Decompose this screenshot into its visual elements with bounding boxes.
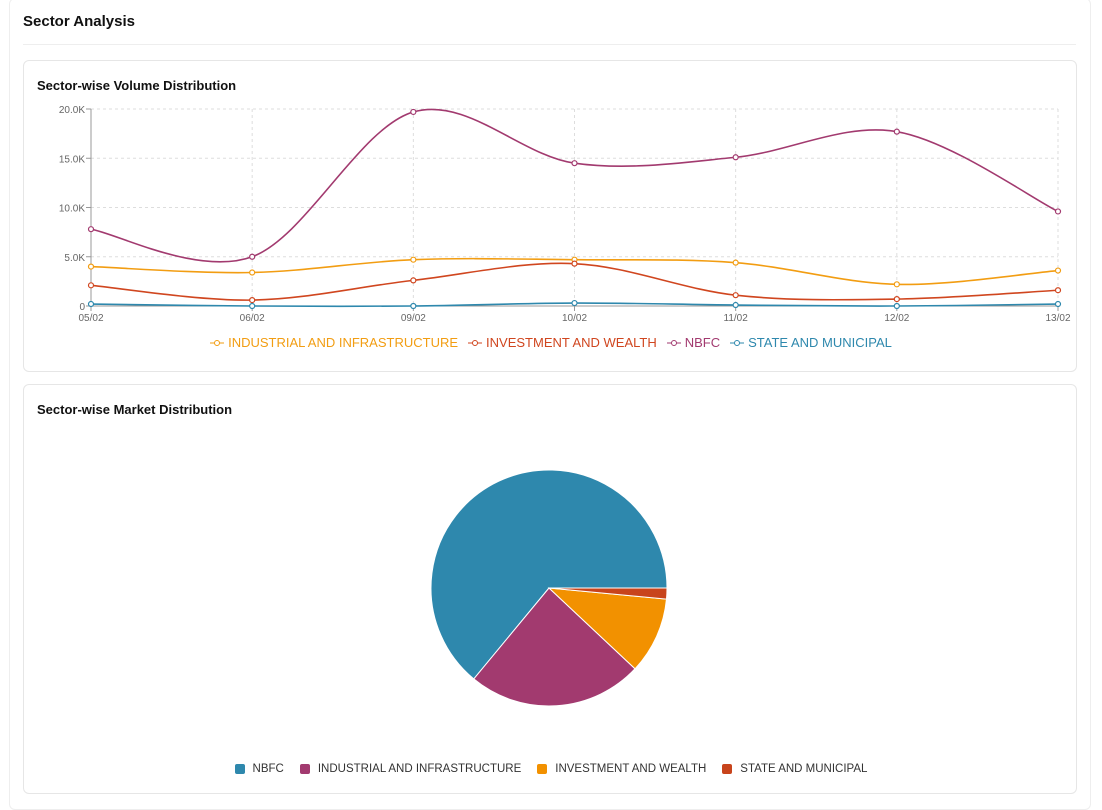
legend-swatch-icon (722, 764, 733, 774)
legend-item[interactable]: INVESTMENT AND WEALTH (468, 335, 657, 350)
legend-label: INVESTMENT AND WEALTH (486, 335, 657, 350)
legend-item[interactable]: NBFC (666, 335, 721, 350)
chart-title: Sector-wise Market Distribution (37, 402, 233, 417)
x-tick-label: 12/02 (884, 313, 909, 324)
data-point (732, 301, 739, 309)
legend-label: STATE AND MUNICIPAL (748, 335, 892, 350)
data-point (1054, 287, 1062, 294)
y-tick-label: 0 (79, 302, 85, 313)
legend-item[interactable]: STATE AND MUNICIPAL (722, 763, 867, 775)
data-point (249, 302, 256, 310)
legend-item[interactable]: INVESTMENT AND WEALTH (537, 763, 706, 775)
data-point (410, 277, 417, 284)
pie-slice-nbfc (430, 469, 668, 680)
legend-item[interactable]: INDUSTRIAL AND INFRASTRUCTURE (210, 335, 458, 350)
x-tick-label: 11/02 (724, 313, 749, 324)
legend-item[interactable]: INDUSTRIAL AND INFRASTRUCTURE (299, 763, 522, 775)
x-tick-label: 05/02 (78, 313, 103, 324)
legend-line-icon (210, 339, 225, 346)
line-legend: INDUSTRIAL AND INFRASTRUCTURE INVESTMENT … (0, 335, 1102, 350)
volume-line-chart: 0 5.0K 10.0K 15.0K 20.0K 05/02 06/02 09/02 10/02… (59, 105, 1071, 324)
data-point (410, 302, 417, 310)
y-tick-label: 20.0K (59, 105, 85, 116)
legend-item[interactable]: STATE AND MUNICIPAL (730, 335, 892, 350)
x-tick-label: 06/02 (240, 313, 265, 324)
series-line-nbfc (90, 108, 1059, 263)
data-point (732, 292, 739, 299)
data-point (87, 263, 95, 270)
pie-slice-investment-and-wealth (547, 587, 668, 670)
data-point (87, 300, 95, 308)
data-point (249, 296, 256, 304)
y-tick-label: 5.0K (64, 253, 85, 264)
x-tick-label: 13/02 (1045, 313, 1070, 324)
data-point (87, 226, 95, 233)
data-point (1054, 208, 1062, 215)
pie-slice-state-and-municipal (548, 587, 668, 600)
data-point (893, 302, 900, 310)
legend-label: INVESTMENT AND WEALTH (555, 763, 707, 775)
legend-line-icon (666, 339, 681, 346)
data-point (893, 128, 900, 135)
data-point (571, 260, 578, 267)
data-point (732, 259, 739, 266)
data-point (410, 256, 417, 263)
chart-title: Sector-wise Volume Distribution (37, 78, 237, 93)
data-point (893, 296, 900, 303)
legend-label: NBFC (252, 763, 284, 775)
data-point (249, 269, 256, 276)
data-point (571, 160, 578, 167)
data-point (732, 154, 739, 161)
pie-legend: NBFC INDUSTRIAL AND INFRASTRUCTURE INVESTM… (0, 763, 1102, 775)
data-point (87, 282, 95, 289)
series-line-investment-and-wealth (90, 262, 1059, 301)
legend-item[interactable]: NBFC (234, 763, 284, 775)
divider (23, 44, 1076, 45)
page-title: Sector Analysis (23, 13, 135, 30)
data-point (1054, 300, 1062, 308)
y-tick-label: 10.0K (59, 204, 85, 215)
legend-swatch-icon (537, 764, 548, 774)
legend-line-icon (468, 339, 483, 346)
legend-line-icon (730, 339, 745, 346)
legend-label: INDUSTRIAL AND INFRASTRUCTURE (228, 335, 459, 350)
x-tick-label: 10/02 (562, 313, 587, 324)
data-point (893, 281, 900, 288)
legend-swatch-icon (234, 764, 245, 774)
volume-chart-card: Sector-wise Volume Distribution (23, 60, 1077, 372)
legend-swatch-icon (299, 764, 310, 774)
data-point (1054, 267, 1062, 274)
legend-label: INDUSTRIAL AND INFRASTRUCTURE (317, 763, 522, 775)
data-point (571, 299, 578, 307)
data-point (249, 253, 256, 260)
legend-label: STATE AND MUNICIPAL (740, 763, 868, 775)
x-tick-label: 09/02 (401, 313, 426, 324)
legend-label: NBFC (684, 335, 721, 350)
market-pie-chart (430, 469, 668, 707)
data-point (410, 108, 417, 116)
pie-slice-industrial-and-infrastructure (473, 587, 636, 707)
y-tick-label: 15.0K (59, 154, 85, 165)
